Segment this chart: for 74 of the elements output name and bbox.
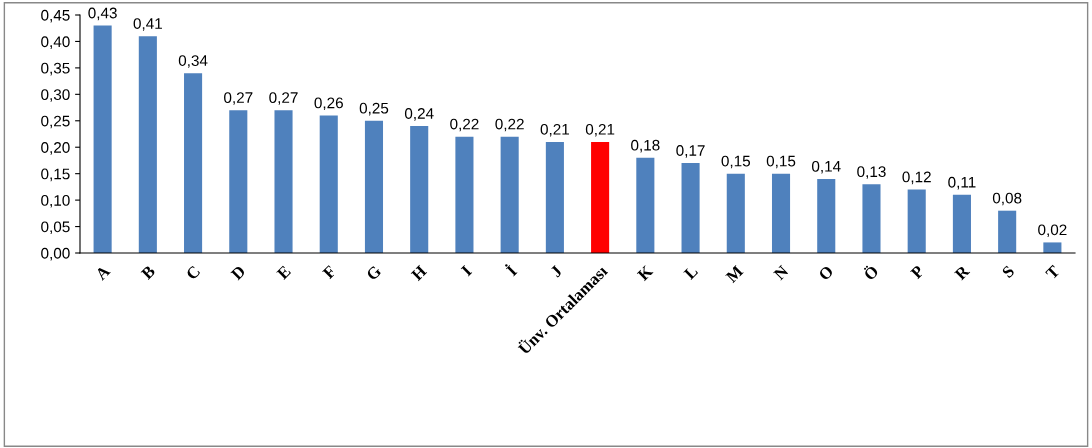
x-tick-label: R	[954, 264, 971, 281]
data-label: 0,27	[269, 92, 298, 105]
data-label: 0,21	[540, 123, 570, 137]
y-tick-label: 0,15	[41, 168, 70, 182]
y-tick-label: 0,20	[41, 142, 70, 155]
data-label: 0,18	[631, 139, 660, 153]
x-tick-label: S	[1001, 264, 1015, 279]
x-tick-label: İ	[503, 262, 518, 277]
x-tick-label: T	[1045, 264, 1061, 280]
bar	[998, 210, 1017, 253]
y-tick-label: 0,05	[41, 221, 70, 235]
bar	[636, 157, 655, 253]
x-tick-label: L	[683, 265, 699, 280]
data-label: 0,22	[495, 118, 524, 132]
x-tick-label: B	[140, 264, 156, 280]
data-label: 0,24	[404, 108, 434, 121]
data-label: 0,12	[902, 171, 931, 185]
x-tick-label: H	[410, 264, 428, 282]
x-tick-label: K	[636, 264, 654, 282]
data-label: 0,02	[1038, 224, 1067, 238]
y-tick-label: 0,10	[41, 194, 70, 208]
data-label: 0,11	[948, 176, 976, 190]
y-tick-label: 0,45	[41, 9, 70, 23]
data-label: 0,34	[178, 55, 208, 68]
y-tick-label: 0,40	[41, 36, 70, 49]
x-tick-label: F	[322, 265, 337, 280]
bar	[726, 173, 745, 253]
data-label: 0,15	[721, 155, 751, 169]
x-tick-label: C	[185, 265, 201, 281]
bar	[862, 184, 881, 253]
bar	[907, 189, 926, 253]
bar	[545, 141, 564, 253]
data-label: 0,13	[857, 166, 886, 179]
bar	[274, 110, 293, 253]
y-tick-label: 0,25	[41, 115, 70, 129]
bar	[681, 163, 700, 253]
bar	[229, 110, 248, 253]
y-tick-label: 0,30	[41, 89, 70, 102]
x-tick-label: E	[276, 265, 292, 280]
data-label: 0,22	[450, 118, 479, 132]
data-label: 0,27	[224, 92, 253, 105]
data-label: 0,17	[676, 145, 705, 158]
bar	[319, 115, 338, 253]
y-tick-label: 0,00	[41, 247, 70, 261]
x-tick-label: A	[94, 264, 111, 281]
data-label: 0,26	[314, 97, 343, 111]
data-label: 0,08	[992, 192, 1022, 206]
x-tick-label: N	[773, 264, 790, 281]
data-label: 0,15	[766, 155, 796, 169]
bar	[138, 36, 157, 253]
bar	[1043, 242, 1062, 253]
x-tick-label: Ö	[861, 263, 880, 281]
data-label: 0,41	[133, 18, 162, 31]
y-tick-label: 0,35	[41, 62, 70, 76]
x-tick-label: O	[818, 265, 834, 281]
data-label: 0,43	[88, 7, 117, 21]
bar	[93, 25, 112, 253]
bar	[364, 120, 384, 253]
bar	[410, 126, 429, 253]
x-tick-label: G	[365, 264, 382, 281]
bar	[455, 136, 474, 253]
data-label: 0,21	[585, 123, 615, 137]
data-label: 0,25	[359, 102, 389, 116]
bar	[184, 73, 203, 253]
bar	[817, 178, 836, 253]
x-tick-label: P	[910, 264, 925, 280]
x-tick-label: M	[725, 264, 744, 284]
bar	[771, 173, 791, 253]
bar	[500, 136, 519, 253]
bar	[591, 141, 610, 253]
x-tick-label: I	[460, 264, 473, 277]
data-label: 0,14	[811, 160, 841, 174]
x-tick-label: D	[230, 265, 246, 281]
bar	[952, 194, 971, 253]
